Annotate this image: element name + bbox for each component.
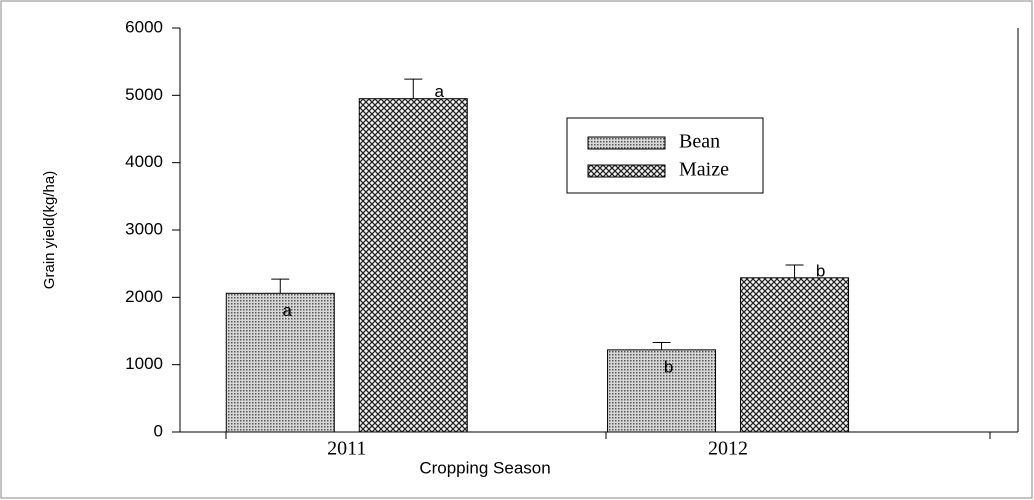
legend-swatch [587,136,666,150]
x-axis-label: Cropping Season [419,458,550,477]
y-tick-label: 6000 [125,17,163,36]
y-tick-label: 4000 [125,152,163,171]
x-tick-label: 2012 [708,438,748,460]
significance-letter: b [816,261,825,280]
x-tick-label: 2011 [327,438,366,460]
legend-label: Bean [679,131,720,153]
legend-label: Maize [679,159,729,181]
bar [607,349,717,433]
legend [566,117,764,194]
bar [358,98,468,433]
y-tick-label: 1000 [125,354,163,373]
y-tick-label: 3000 [125,219,163,238]
significance-letter: a [435,82,445,101]
y-axis-label: Grain yield(kg/ha) [41,171,58,289]
y-tick-label: 5000 [125,85,163,104]
y-tick-label: 0 [154,421,163,440]
significance-letter: b [664,357,673,376]
y-tick-label: 2000 [125,287,163,306]
bar [225,292,335,433]
bar [740,277,850,433]
significance-letter: a [283,301,293,320]
legend-swatch [587,164,666,178]
